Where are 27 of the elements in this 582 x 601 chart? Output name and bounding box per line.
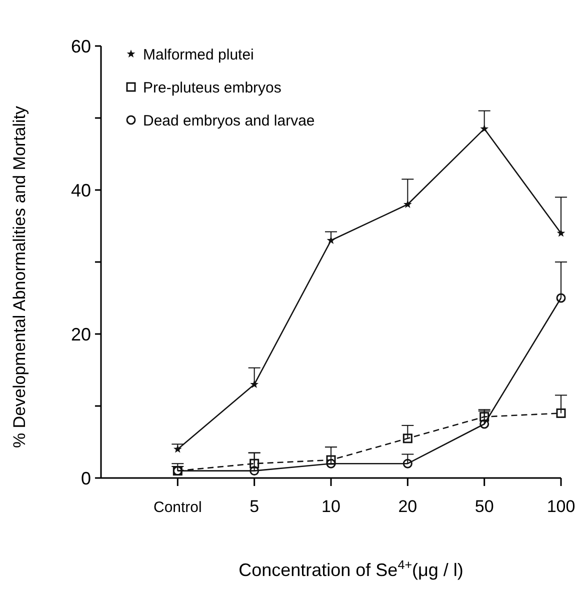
point [250,380,259,388]
legend-label: Dead embryos and larvae [143,112,315,130]
legend-label: Pre-pluteus embryos [143,79,282,96]
point [403,200,412,208]
y-tick-label: 0 [80,468,91,488]
point [326,455,336,465]
x-tick-label: Control [153,499,202,516]
x-tick-label: 10 [322,497,340,516]
point [556,293,566,303]
y-tick-label: 40 [70,180,91,200]
x-axis-title: Concentration of Se$^{4+}$(μg / l) [238,558,464,580]
point [402,434,412,444]
point [480,412,490,422]
point [402,458,412,468]
point [250,458,260,468]
x-tick-label: 5 [250,497,260,516]
x-tick-label: 50 [474,497,494,516]
legend-label: Malformed plutei [143,46,254,64]
y-tick-label: 60 [70,36,91,56]
point [556,408,566,418]
x-tick-label: 100 [546,497,576,516]
point [250,466,260,476]
y-tick-label: 20 [70,324,91,344]
x-tick-label: 20 [398,497,418,516]
y-axis-title: % Developmental Abnormalities and Mortality [10,105,29,448]
point [480,124,489,132]
point [480,419,490,429]
